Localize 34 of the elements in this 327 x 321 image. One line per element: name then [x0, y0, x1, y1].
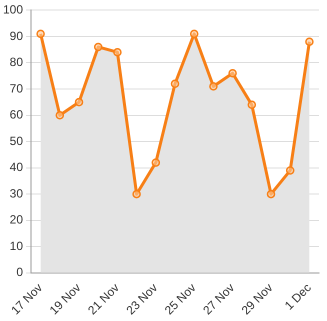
y-tick-label: 80 [10, 55, 24, 70]
x-tick-label: 21 Nov [85, 280, 122, 318]
point [190, 30, 198, 38]
point [152, 158, 160, 167]
y-tick-label: 10 [10, 238, 24, 253]
x-tick-label: 1 Dec [282, 280, 314, 313]
y-tick-label: 70 [10, 81, 24, 96]
point [305, 37, 314, 46]
x-tick-label: 27 Nov [200, 280, 238, 318]
point [56, 111, 64, 120]
x-tick-label: 23 Nov [123, 280, 160, 318]
point [132, 190, 141, 198]
x-tick-label: 19 Nov [46, 280, 84, 318]
x-tick-label: 29 Nov [238, 280, 276, 318]
y-tick-label: 30 [10, 186, 24, 200]
point [248, 100, 256, 110]
x-tick-label: 25 Nov [162, 280, 199, 318]
point [228, 69, 237, 78]
point [94, 42, 102, 52]
point [266, 190, 276, 198]
y-tick-label: 100 [2, 2, 24, 17]
point [74, 98, 84, 106]
point [286, 166, 294, 175]
point [209, 82, 218, 91]
y-tick-label: 90 [10, 28, 24, 43]
point [170, 80, 180, 88]
y-tick-label: 60 [10, 108, 24, 122]
x-tick-label: 17 Nov [8, 280, 46, 318]
y-tick-label: 20 [10, 212, 24, 227]
y-tick-label: 50 [10, 134, 24, 148]
point [113, 48, 122, 56]
point [36, 30, 45, 38]
y-tick-label: 40 [10, 160, 24, 174]
y-tick-label: 0 [16, 265, 24, 280]
